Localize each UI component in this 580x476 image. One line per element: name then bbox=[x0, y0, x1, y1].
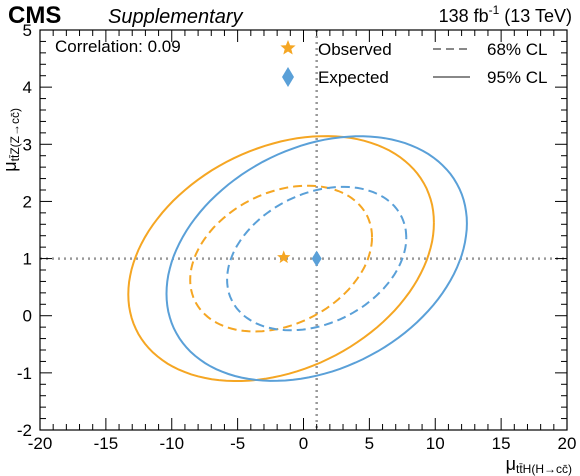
y-tick-label: -1 bbox=[17, 364, 32, 383]
legend-entry-observed: Observed bbox=[280, 40, 392, 59]
x-tick-label: 15 bbox=[492, 434, 511, 453]
y-tick-label: 1 bbox=[23, 250, 32, 269]
lumi-label: 138 fb-1 (13 TeV) bbox=[439, 3, 572, 26]
cms-label: CMS bbox=[8, 2, 61, 29]
contour-expected-68-cl bbox=[226, 185, 408, 332]
x-tick-label: -10 bbox=[159, 434, 184, 453]
y-tick-label: 2 bbox=[23, 192, 32, 211]
diamond-icon bbox=[282, 67, 294, 87]
contour-expected-95-cl bbox=[165, 135, 468, 382]
y-tick-label: 4 bbox=[23, 78, 32, 97]
y-tick-label: 0 bbox=[23, 307, 32, 326]
x-tick-label: -5 bbox=[230, 434, 245, 453]
legend-entry-68cl: 68% CL bbox=[433, 40, 547, 59]
x-tick-label: 5 bbox=[365, 434, 374, 453]
y-axis-title: μtt̄Z(Z→cc̄) bbox=[0, 108, 22, 172]
legend-label-95cl: 95% CL bbox=[487, 68, 547, 87]
y-tick-label: 3 bbox=[23, 135, 32, 154]
x-tick-label: 20 bbox=[558, 434, 577, 453]
x-tick-label: 10 bbox=[426, 434, 445, 453]
x-tick-label: -15 bbox=[94, 434, 119, 453]
supplementary-label: Supplementary bbox=[108, 6, 244, 28]
star-icon bbox=[280, 40, 296, 55]
legend-label-expected: Expected bbox=[318, 68, 389, 87]
legend-entry-expected: Expected bbox=[282, 67, 389, 87]
contour-observed-95-cl bbox=[127, 135, 435, 382]
legend-label-68cl: 68% CL bbox=[487, 40, 547, 59]
legend-label-observed: Observed bbox=[318, 40, 392, 59]
correlation-annotation: Correlation: 0.09 bbox=[55, 37, 181, 56]
point-observed bbox=[277, 250, 291, 264]
x-tick-label: -20 bbox=[28, 434, 53, 453]
x-tick-label: 0 bbox=[299, 434, 308, 453]
legend: Observed Expected 68% CL 95% CL bbox=[280, 40, 547, 87]
point-expected bbox=[311, 250, 322, 267]
contour-observed-68-cl bbox=[189, 184, 373, 333]
y-tick-label: -2 bbox=[17, 421, 32, 440]
y-tick-label: 5 bbox=[23, 21, 32, 40]
legend-entry-95cl: 95% CL bbox=[433, 68, 547, 87]
x-axis-title: μtt̄H(H→cc̄) bbox=[506, 454, 572, 476]
